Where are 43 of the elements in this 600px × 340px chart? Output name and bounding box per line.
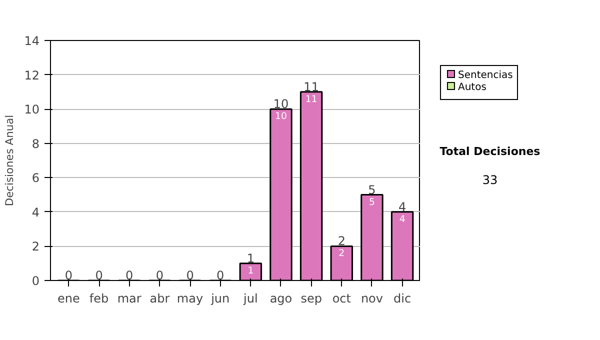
y-tick-label: 6 <box>32 171 40 186</box>
x-tick-label: oct <box>332 292 352 306</box>
total-label: 11 <box>304 80 319 94</box>
x-tick-label: sep <box>300 292 322 306</box>
legend-label: Autos <box>457 82 488 94</box>
data-label: 10 <box>275 111 287 122</box>
x-tick-label: ago <box>270 292 292 306</box>
x-tick-label: feb <box>89 292 109 306</box>
total-label: 0 <box>186 268 194 282</box>
y-tick-label: 10 <box>24 102 40 117</box>
data-label: 2 <box>338 248 345 260</box>
y-axis-title: Decisiones Anual <box>3 114 16 206</box>
data-label: 4 <box>399 214 406 225</box>
total-label: 0 <box>216 268 224 282</box>
total-label: 0 <box>64 268 73 282</box>
total-label: 5 <box>368 182 376 197</box>
data-label: 11 <box>305 94 318 105</box>
x-tick-label: ene <box>58 292 80 306</box>
y-tick-label: 12 <box>24 68 40 82</box>
x-tick-label: jul <box>242 292 258 306</box>
total-label: 10 <box>273 97 289 112</box>
total-label: 4 <box>398 200 406 214</box>
data-label: 5 <box>369 196 376 208</box>
total-label: 0 <box>126 268 134 282</box>
x-tick-label: mar <box>117 292 142 306</box>
total-label: 0 <box>95 268 103 282</box>
text: 33 <box>482 172 498 189</box>
x-tick-label: jun <box>210 292 230 306</box>
y-tick-label: 8 <box>32 136 40 151</box>
x-tick-label: nov <box>360 292 384 306</box>
y-tick-label: 0 <box>32 274 40 288</box>
x-tick-label: dic <box>394 292 412 306</box>
data-label: 1 <box>248 265 254 276</box>
x-tick-label: abr <box>150 292 170 306</box>
total-label: 0 <box>156 268 164 282</box>
text: Total Decisiones <box>440 144 540 160</box>
total-label: 1 <box>246 251 254 266</box>
y-tick-label: 2 <box>32 240 40 254</box>
x-tick-label: may <box>176 292 204 306</box>
y-tick-label: 4 <box>32 205 40 220</box>
legend-label: Sentencias <box>457 70 513 82</box>
total-label: 2 <box>338 234 346 248</box>
y-tick-label: 14 <box>24 34 40 48</box>
